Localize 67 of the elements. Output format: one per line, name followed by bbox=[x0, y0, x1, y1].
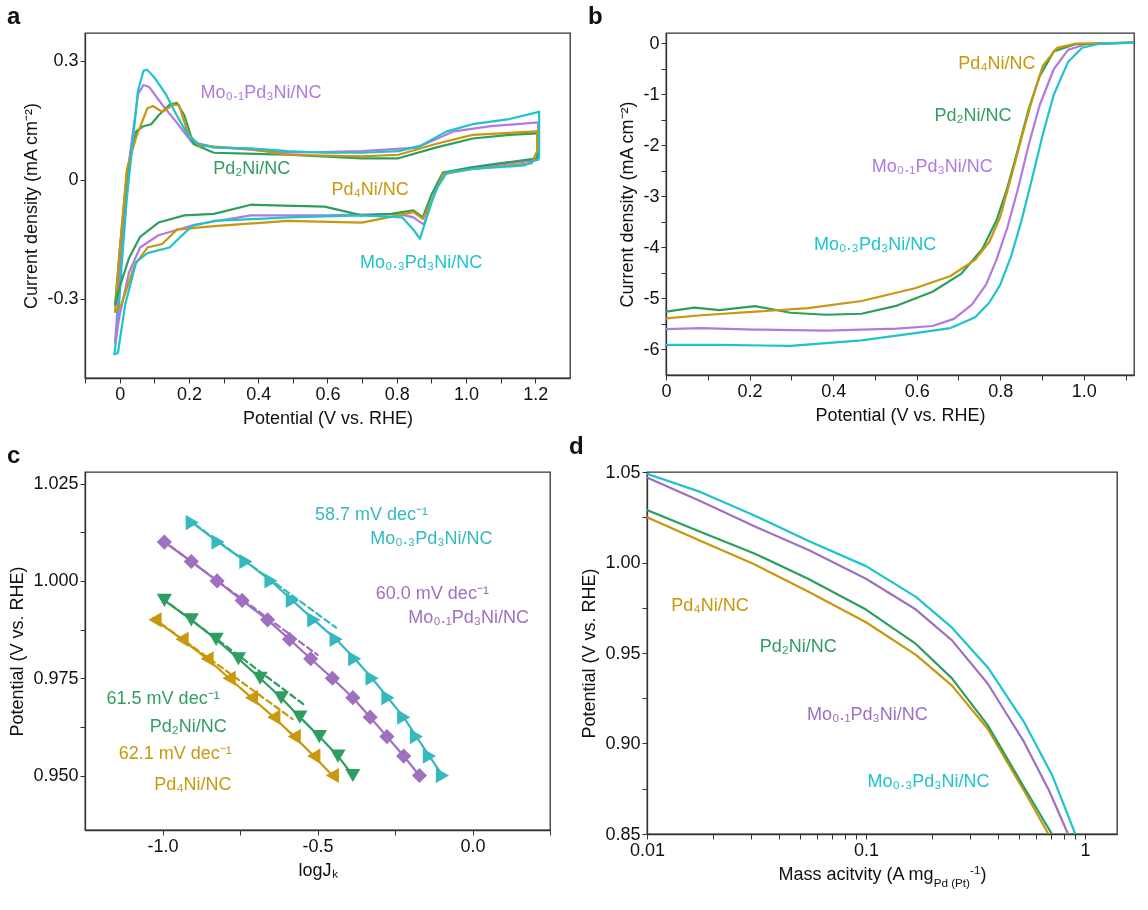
text: Mo₀.₁Pd₃Ni/NC bbox=[806, 703, 928, 724]
x-tick-label: 0.6 bbox=[315, 383, 341, 404]
y-tick-label: -4 bbox=[643, 236, 660, 257]
y-axis-title: Potential (V vs. RHE) bbox=[579, 568, 600, 739]
x-tick-label: 0.0 bbox=[460, 835, 486, 856]
x-tick-label: 1.0 bbox=[1071, 380, 1097, 401]
y-tick-label: 1.00 bbox=[605, 552, 641, 572]
y-axis-title: Current density (mA cm⁻²) bbox=[21, 102, 42, 310]
text: Pd₄Ni/NC bbox=[154, 774, 232, 795]
y-tick-label: -5 bbox=[643, 287, 660, 308]
y-tick-label: 0.3 bbox=[53, 50, 79, 71]
x-axis-title: Mass acitvity (A mg$_{Pd (Pt)}$$^{-1}$) bbox=[778, 862, 987, 888]
x-tick-label: 0.4 bbox=[821, 380, 847, 401]
x-tick-label: 0.6 bbox=[904, 380, 930, 401]
series-label: Pd₂Ni/NC bbox=[934, 105, 1012, 126]
x-tick-label: 0.8 bbox=[384, 383, 410, 404]
y-tick-label: -1 bbox=[643, 83, 660, 104]
y-tick-label: 1.025 bbox=[33, 473, 79, 494]
text: Mo₀.₃Pd₃Ni/NC bbox=[370, 528, 493, 549]
x-tick-label: -0.5 bbox=[302, 835, 334, 856]
annotation: 62.1 mV dec⁻¹ bbox=[118, 743, 232, 764]
text: Mo₀.₃Pd₃Ni/NC bbox=[867, 771, 990, 792]
y-tick-label: 0.90 bbox=[605, 733, 641, 753]
text: Mo₀.₁Pd₃Ni/NC bbox=[408, 606, 530, 627]
x-tick-label: 0.1 bbox=[853, 839, 880, 860]
y-axis-title: Current density (mA cm⁻²) bbox=[617, 101, 638, 308]
chart-title: a bbox=[7, 2, 21, 29]
x-tick-label: 0.2 bbox=[737, 380, 763, 401]
series-label: Pd₄Ni/NC bbox=[331, 178, 409, 199]
y-tick-label: 0 bbox=[68, 169, 79, 190]
y-tick-label: 1.000 bbox=[33, 570, 79, 591]
x-tick-label: 1.2 bbox=[523, 383, 549, 404]
y-tick-label: -6 bbox=[643, 338, 660, 359]
text: Mo₀.₃Pd₃Ni/NC bbox=[360, 251, 483, 272]
series-label: Mo₀.₁Pd₃Ni/NC bbox=[200, 82, 322, 103]
x-axis-title: Potential (V vs. RHE) bbox=[242, 407, 414, 428]
x-axis-title: logJₖ bbox=[298, 859, 339, 880]
y-tick-label: 0.950 bbox=[33, 765, 79, 786]
y-tick-label: 0 bbox=[649, 32, 660, 53]
x-tick-label: 0.2 bbox=[176, 383, 202, 404]
chart-title: b bbox=[588, 2, 603, 29]
y-axis-title: Potential (V vs. RHE) bbox=[7, 566, 28, 737]
x-tick-label: 0.4 bbox=[246, 383, 272, 404]
x-tick-label: 1.0 bbox=[454, 383, 480, 404]
series-label: Pd₄Ni/NC bbox=[671, 595, 749, 616]
x-axis-title: Potential (V vs. RHE) bbox=[815, 404, 986, 425]
x-tick-label: 0 bbox=[115, 383, 126, 404]
y-tick-label: 1.05 bbox=[605, 461, 641, 482]
x-tick-label: -1.0 bbox=[147, 835, 179, 856]
series-label: Pd₄Ni/NC bbox=[958, 53, 1036, 74]
y-tick-label: -3 bbox=[643, 185, 660, 206]
chart-title: c bbox=[7, 441, 21, 468]
y-tick-label: -2 bbox=[643, 134, 660, 155]
chart-title: d bbox=[569, 432, 584, 459]
y-tick-label: -0.3 bbox=[47, 288, 79, 309]
annotation: 60.0 mV dec⁻¹ bbox=[375, 583, 489, 604]
annotation: 58.7 mV dec⁻¹ bbox=[314, 503, 428, 524]
x-tick-label: 0.8 bbox=[988, 380, 1014, 401]
y-tick-label: 0.975 bbox=[33, 667, 79, 688]
annotation: 61.5 mV dec⁻¹ bbox=[106, 687, 220, 708]
series-label: Mo₀.₁Pd₃Ni/NC bbox=[871, 155, 993, 176]
y-tick-label: 0.95 bbox=[605, 642, 641, 663]
text: Pd₂Ni/NC bbox=[759, 636, 837, 657]
x-tick-label: 1 bbox=[1080, 839, 1091, 860]
text: Pd₂Ni/NC bbox=[149, 715, 227, 736]
series-label: Pd₂Ni/NC bbox=[213, 158, 291, 179]
text: Mo₀.₃Pd₃Ni/NC bbox=[814, 234, 937, 255]
